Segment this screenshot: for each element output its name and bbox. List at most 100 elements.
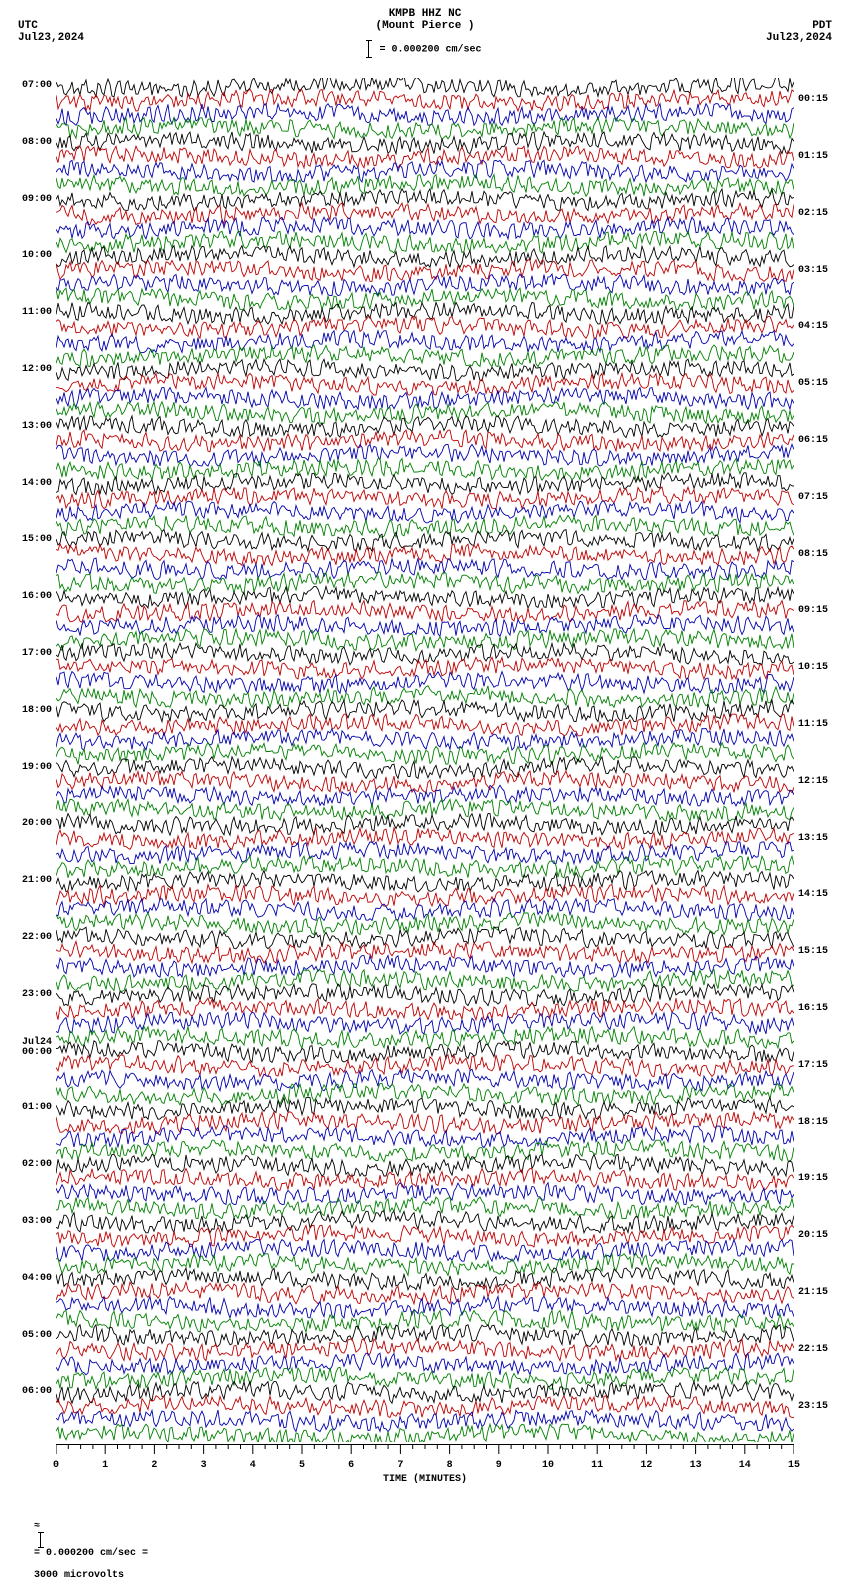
footer-marker-icon: ≈	[34, 1521, 40, 1532]
x-tick-label: 13	[690, 1460, 702, 1471]
time-label: 15:00	[0, 535, 52, 545]
time-label: 22:00	[0, 933, 52, 943]
seismic-trace	[56, 132, 794, 154]
seismic-trace	[56, 459, 794, 481]
seismic-trace	[56, 1112, 794, 1134]
time-label: 20:15	[798, 1231, 850, 1241]
time-label: 21:00	[0, 876, 52, 886]
seismic-trace	[56, 572, 794, 594]
time-label: 09:15	[798, 606, 850, 616]
time-label: 11:00	[0, 308, 52, 318]
seismic-trace	[56, 1225, 794, 1247]
header-pdt-block: PDT Jul23,2024	[766, 20, 832, 44]
seismic-trace	[56, 118, 794, 140]
time-label: 22:15	[798, 1345, 850, 1355]
seismic-trace	[56, 78, 794, 97]
time-label: 05:15	[798, 379, 850, 389]
time-label: 01:00	[0, 1103, 52, 1113]
time-label: 17:00	[0, 649, 52, 659]
time-label: 18:15	[798, 1118, 850, 1128]
seismic-trace	[56, 1069, 794, 1091]
time-label: 11:15	[798, 720, 850, 730]
time-label: 16:15	[798, 1004, 850, 1014]
seismic-trace	[56, 544, 794, 566]
seismic-trace	[56, 757, 794, 779]
time-label: 04:15	[798, 322, 850, 332]
seismic-trace	[56, 799, 794, 821]
time-label: 03:00	[0, 1217, 52, 1227]
time-label: 06:15	[798, 436, 850, 446]
time-label: 09:00	[0, 195, 52, 205]
seismic-trace	[56, 686, 794, 708]
seismic-trace	[56, 672, 794, 694]
seismic-trace	[56, 1240, 794, 1262]
seismic-trace	[56, 331, 794, 353]
time-label: 13:15	[798, 834, 850, 844]
x-tick-label: 5	[299, 1460, 305, 1471]
time-label: 08:00	[0, 138, 52, 148]
seismic-trace	[56, 388, 794, 410]
seismic-trace	[56, 373, 794, 395]
seismic-trace	[56, 870, 794, 892]
seismic-trace	[56, 274, 794, 296]
x-tick-label: 15	[788, 1460, 800, 1471]
time-label: 03:15	[798, 266, 850, 276]
x-tick-label: 8	[447, 1460, 453, 1471]
seismic-trace	[56, 444, 794, 466]
gain-indicator: = 0.000200 cm/sec	[0, 40, 850, 58]
gain-bar-icon	[368, 40, 369, 58]
seismic-trace	[56, 1424, 794, 1442]
time-label: 18:00	[0, 706, 52, 716]
x-tick-label: 4	[250, 1460, 256, 1471]
x-axis-ticks	[56, 1444, 794, 1460]
time-label: 21:15	[798, 1288, 850, 1298]
seismic-trace	[56, 1353, 794, 1375]
time-label: 10:00	[0, 251, 52, 261]
seismic-trace	[56, 175, 794, 197]
x-tick-label: 0	[53, 1460, 59, 1471]
gain-text: = 0.000200 cm/sec	[379, 45, 481, 56]
seismic-trace	[56, 217, 794, 239]
time-label: 19:15	[798, 1174, 850, 1184]
seismic-trace	[56, 558, 794, 580]
seismic-trace	[56, 345, 794, 367]
x-tick-label: 3	[201, 1460, 207, 1471]
seismic-trace	[56, 700, 794, 722]
seismic-trace	[56, 1282, 794, 1304]
time-label: 08:15	[798, 550, 850, 560]
header-center-block: KMPB HHZ NC (Mount Pierce )	[0, 8, 850, 32]
x-axis-time: TIME (MINUTES) 0123456789101112131415	[56, 1444, 794, 1460]
seismic-trace	[56, 288, 794, 310]
time-label: Jul24 00:00	[0, 1038, 52, 1058]
seismic-trace	[56, 189, 794, 211]
seismic-trace	[56, 416, 794, 438]
x-tick-label: 9	[496, 1460, 502, 1471]
seismic-trace	[56, 1296, 794, 1318]
seismic-trace	[56, 515, 794, 537]
x-tick-label: 12	[640, 1460, 652, 1471]
chart-header: UTC Jul23,2024 KMPB HHZ NC (Mount Pierce…	[0, 0, 850, 60]
time-label: 01:15	[798, 152, 850, 162]
waveform-plot-area	[56, 78, 794, 1442]
time-label: 04:00	[0, 1274, 52, 1284]
time-label: 02:00	[0, 1160, 52, 1170]
time-label: 17:15	[798, 1061, 850, 1071]
footer-bar-icon	[40, 1532, 41, 1548]
seismic-trace	[56, 402, 794, 424]
time-label: 05:00	[0, 1331, 52, 1341]
x-tick-label: 1	[102, 1460, 108, 1471]
x-axis-label: TIME (MINUTES)	[56, 1474, 794, 1485]
station-id: KMPB HHZ NC	[0, 8, 850, 20]
seismic-trace	[56, 956, 794, 978]
time-label: 19:00	[0, 763, 52, 773]
seismic-trace	[56, 714, 794, 736]
seismic-trace	[56, 1339, 794, 1361]
seismic-trace	[56, 615, 794, 637]
seismic-trace	[56, 941, 794, 963]
x-tick-label: 14	[739, 1460, 751, 1471]
seismic-trace	[56, 1311, 794, 1333]
seismic-trace	[56, 1396, 794, 1418]
seismic-trace	[56, 1211, 794, 1233]
footer-text-a: = 0.000200 cm/sec =	[34, 1548, 148, 1559]
time-label: 12:00	[0, 365, 52, 375]
